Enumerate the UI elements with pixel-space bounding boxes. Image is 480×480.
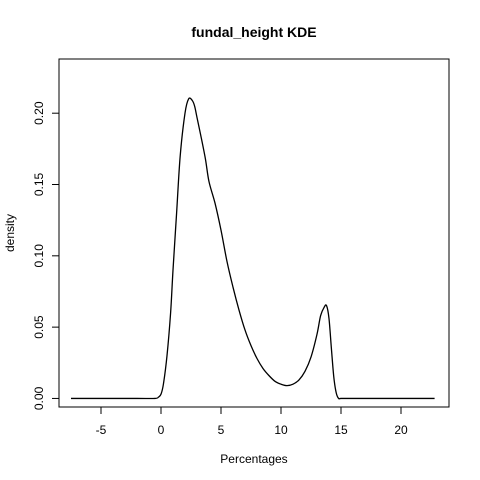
y-axis: 0.00 0.05 0.10 0.15 0.20	[32, 101, 60, 410]
x-tick-label: 15	[334, 423, 348, 437]
x-tick-label: 5	[218, 423, 225, 437]
y-tick-label: 0.05	[32, 315, 46, 339]
density-line	[70, 97, 435, 400]
x-tick-label: 0	[158, 423, 165, 437]
y-tick-label: 0.20	[32, 101, 46, 125]
x-tick-label: 10	[274, 423, 288, 437]
y-tick-label: 0.00	[32, 386, 46, 410]
x-axis: -5 0 5 10 15 20	[96, 406, 408, 437]
x-tick-label: -5	[96, 423, 107, 437]
x-axis-label: Percentages	[220, 452, 287, 466]
y-axis-label: density	[3, 214, 17, 252]
plot-frame	[58, 58, 450, 408]
x-tick-label: 20	[394, 423, 408, 437]
chart-title: fundal_height KDE	[191, 24, 316, 40]
y-tick-label: 0.15	[32, 173, 46, 197]
y-tick-label: 0.10	[32, 244, 46, 268]
